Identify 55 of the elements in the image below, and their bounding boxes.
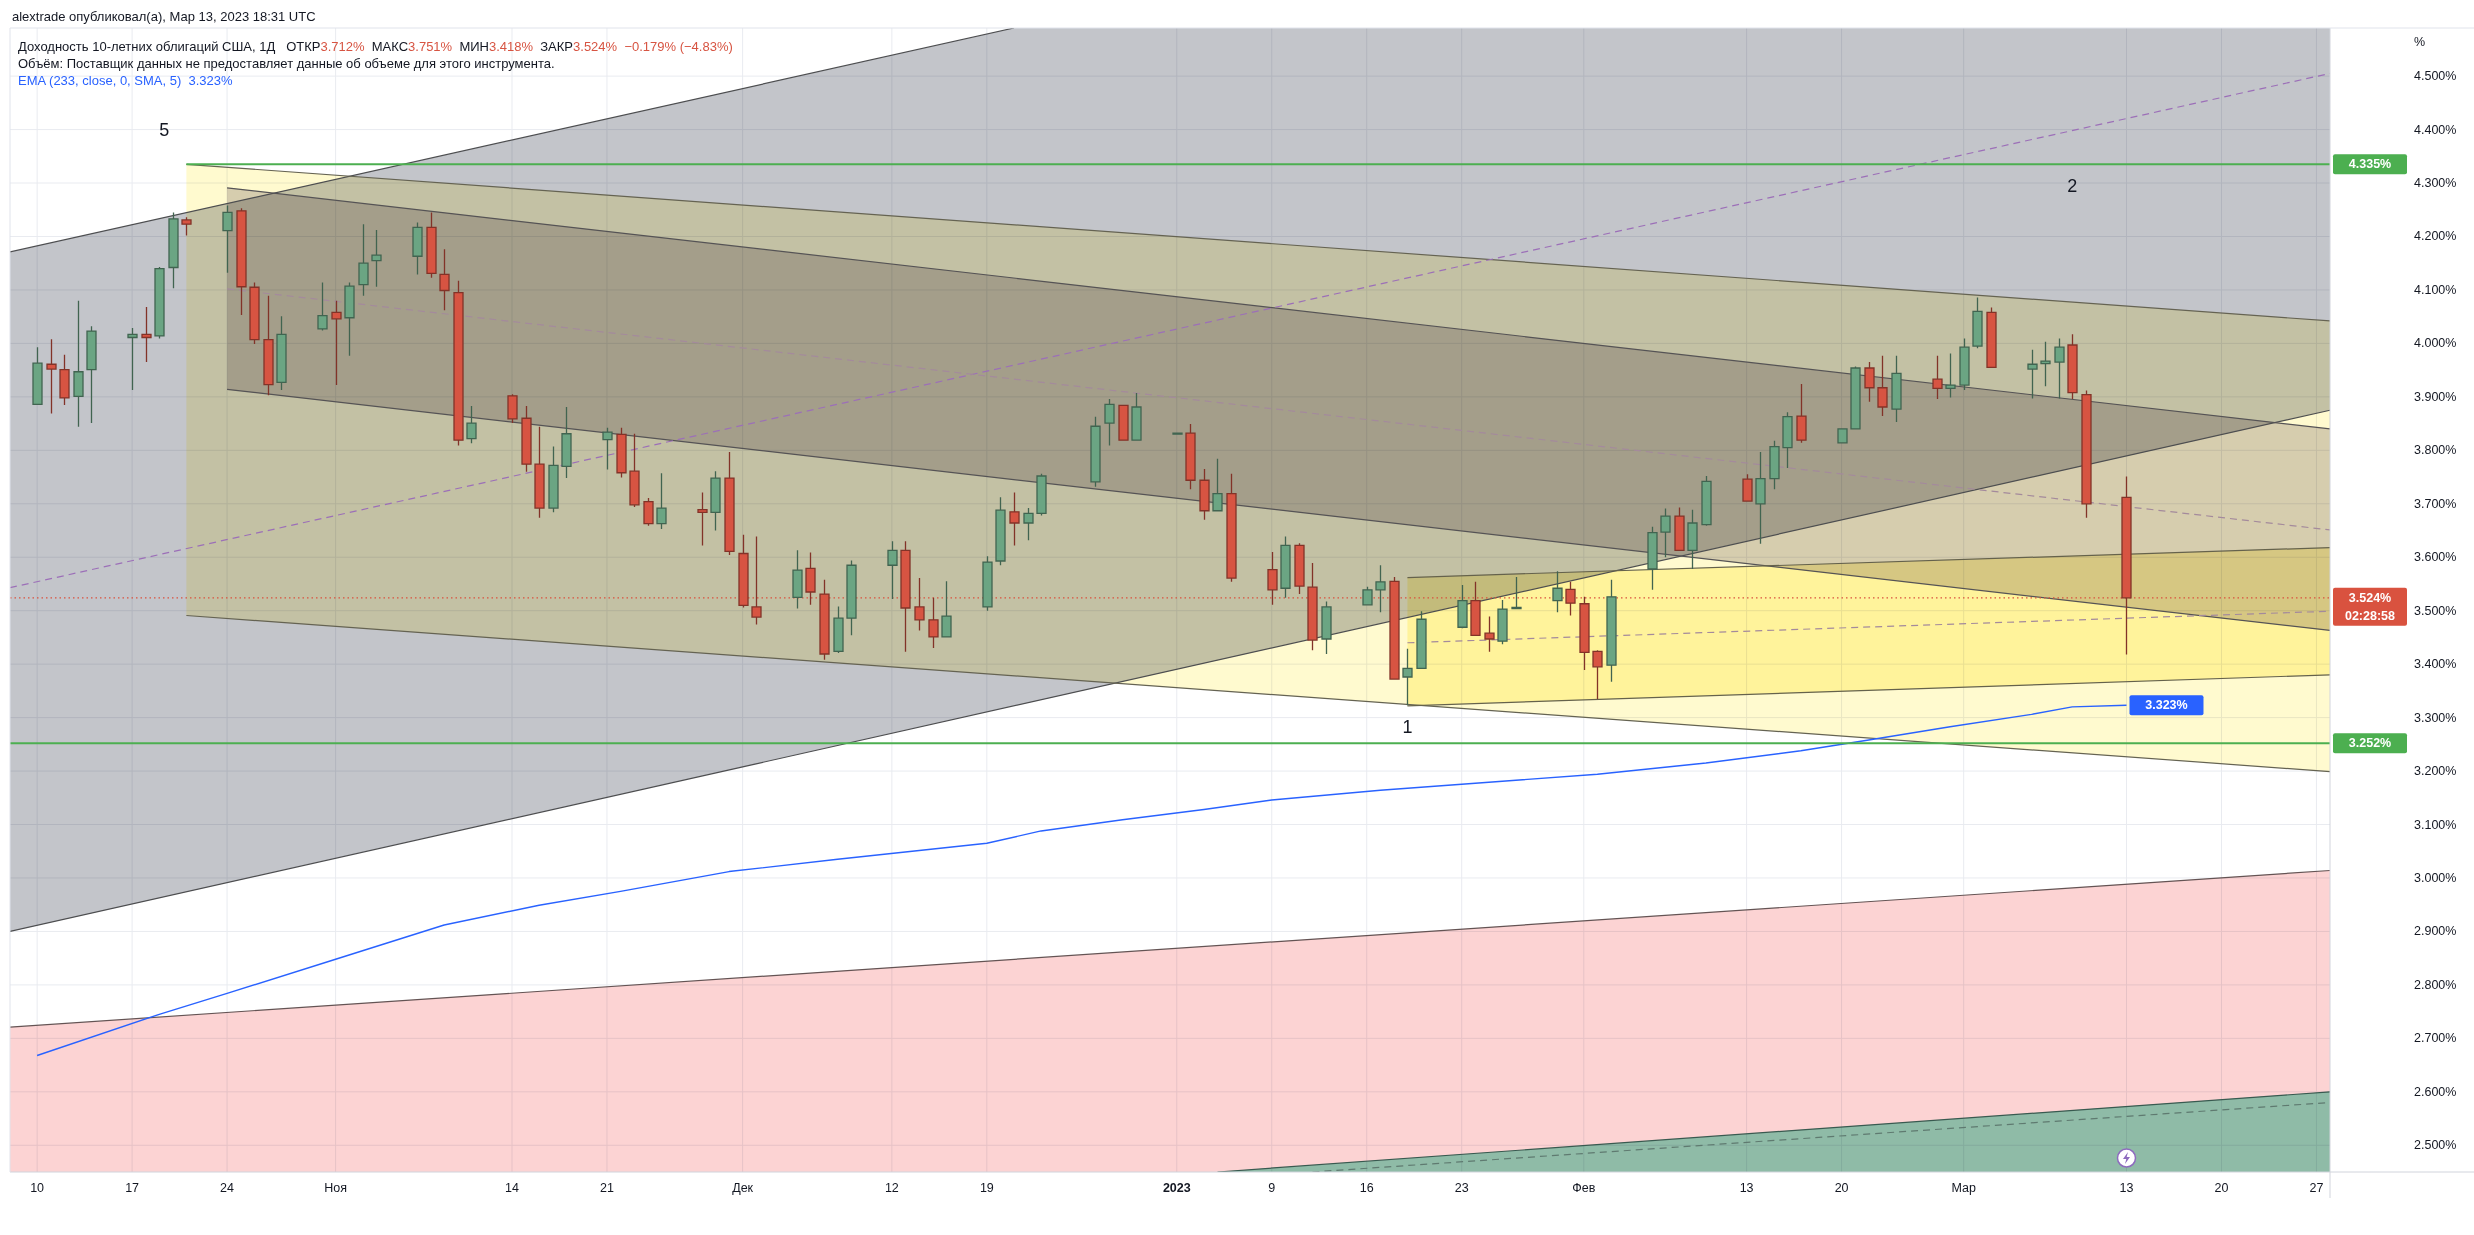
x-tick-label: 2023 (1162, 1181, 1191, 1195)
text: 3.323% (188, 72, 233, 88)
x-tick-label: 23 (1454, 1181, 1469, 1195)
x-tick-label: 21 (600, 1181, 614, 1195)
annotation: 2 (2067, 176, 2078, 197)
data-label: 4.335% (2348, 157, 2392, 172)
x-tick-label: Фев (1572, 1181, 1596, 1195)
data-label: 3.323% (2145, 698, 2188, 713)
x-tick-label: 16 (1359, 1181, 1374, 1195)
x-tick-label: 14 (505, 1181, 519, 1195)
y-tick-label: 3.500% (2414, 603, 2457, 618)
x-tick-label: 20 (1834, 1181, 1849, 1195)
annotation: 1 (1402, 717, 1413, 738)
y-tick-label: 3.300% (2414, 710, 2457, 725)
text: ОТКР3.712% МАКС3.751% МИН3.418% ЗАКР3.524% −0.179% (−4.83%) (286, 38, 733, 54)
y-tick-label: 2.900% (2414, 924, 2457, 939)
y-tick-label: 3.900% (2414, 389, 2457, 404)
y-tick-label: 3.000% (2414, 870, 2457, 885)
x-tick-label: Мар (1951, 1181, 1976, 1195)
text: alextrade опубликовал(а), Мар 13, 2023 18:31 UTC (12, 8, 316, 24)
x-tick-label: 24 (220, 1181, 235, 1195)
y-tick-label: 3.400% (2414, 657, 2457, 672)
annotation: Объём: Поставщик данных не предоставляет данные об объеме для этого инструмента. (18, 55, 555, 71)
x-tick-label: 27 (2309, 1181, 2324, 1195)
x-tick-label: Дек (732, 1181, 754, 1195)
x-tick-label: 13 (1739, 1181, 1754, 1195)
y-tick-label: 4.200% (2414, 229, 2457, 244)
y-tick-label: 2.600% (2414, 1084, 2457, 1099)
y-tick-label: 2.700% (2414, 1031, 2457, 1046)
y-axis-title: % (2414, 35, 2426, 49)
x-tick-label: 13 (2119, 1181, 2134, 1195)
x-tick-label: 12 (884, 1181, 899, 1195)
y-tick-label: 4.000% (2414, 336, 2457, 351)
x-tick-label: 9 (1268, 1181, 1276, 1195)
annotation: 5 (159, 120, 170, 141)
y-tick-label: 4.400% (2414, 122, 2457, 137)
y-tick-label: 2.800% (2414, 977, 2457, 992)
y-tick-label: 4.500% (2414, 69, 2457, 84)
y-tick-label: 3.600% (2414, 550, 2457, 565)
x-tick-label: 20 (2214, 1181, 2229, 1195)
y-tick-label: 3.100% (2414, 817, 2457, 832)
text: Доходность 10-летних облигаций США, 1Д (18, 38, 287, 54)
x-tick-label: Ноя (324, 1181, 347, 1195)
ref-line-label: 3.252% (2348, 736, 2392, 751)
y-tick-label: 4.100% (2414, 282, 2457, 297)
y-tick-label: 3.800% (2414, 443, 2457, 458)
y-tick-label: 4.300% (2414, 176, 2457, 191)
y-tick-label: 3.700% (2414, 496, 2457, 511)
ref-line-label: 3.524% 02:28:58 (2344, 590, 2396, 623)
x-tick-label: 19 (979, 1181, 994, 1195)
y-tick-label: 2.500% (2414, 1138, 2457, 1153)
x-tick-label: 17 (125, 1181, 140, 1195)
x-tick-label: 10 (30, 1181, 45, 1195)
y-tick-label: 3.200% (2414, 764, 2457, 779)
text: EMA (233, close, 0, SMA, 5) (18, 72, 189, 88)
